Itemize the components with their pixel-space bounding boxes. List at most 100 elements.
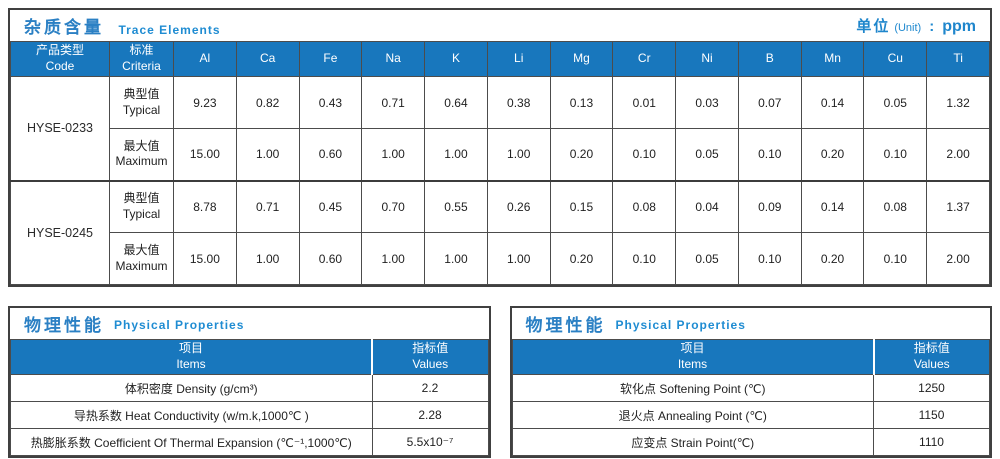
physical-title-en: Physical Properties xyxy=(615,317,746,332)
values-column-header: 指标值 Values xyxy=(371,339,489,375)
value-cell: 0.15 xyxy=(549,179,614,233)
items-column-header: 项目 Items xyxy=(10,339,373,375)
trace-title-group: 杂质含量 Trace Elements xyxy=(24,13,221,38)
value-cell: 15.00 xyxy=(173,232,237,285)
table-row: 热膨胀系数 Coefficient Of Thermal Expansion (… xyxy=(10,428,489,456)
value-cell: 2.28 xyxy=(371,401,489,429)
product-code-cell: HYSE-0233 xyxy=(10,76,110,181)
value-cell: 1250 xyxy=(873,374,990,402)
values-header-en: Values xyxy=(412,357,449,371)
value-cell: 0.82 xyxy=(235,76,300,129)
value-cell: 1.00 xyxy=(424,232,488,285)
element-column-header: Cu xyxy=(863,41,928,77)
physical-properties-table: 项目 Items 指标值 Values 软化点 Softening Point … xyxy=(511,339,990,456)
value-cell: 0.14 xyxy=(800,179,865,233)
value-cell: 5.5x10⁻⁷ xyxy=(371,428,489,456)
item-cell: 软化点 Softening Point (℃) xyxy=(511,374,874,402)
value-cell: 0.60 xyxy=(298,128,363,181)
value-cell: 0.08 xyxy=(612,179,677,233)
values-header-zh: 指标值 xyxy=(412,341,449,356)
value-cell: 0.26 xyxy=(486,179,551,233)
physical-title-bar: 物理性能 Physical Properties xyxy=(10,308,489,339)
element-column-header: Ca xyxy=(235,41,300,77)
value-cell: 0.64 xyxy=(424,76,488,129)
element-column-header: Li xyxy=(486,41,551,77)
unit-label-paren: (Unit) xyxy=(894,22,922,34)
item-cell: 退火点 Annealing Point (℃) xyxy=(511,401,874,429)
trace-title-zh: 杂质含量 xyxy=(24,18,104,37)
criteria-label-zh: 最大值 xyxy=(123,242,160,257)
criteria-label-zh: 最大值 xyxy=(123,138,160,153)
value-cell: 2.2 xyxy=(371,374,489,402)
code-header-en: Code xyxy=(45,59,75,73)
value-cell: 15.00 xyxy=(173,128,237,181)
criteria-header-zh: 标准 xyxy=(129,43,154,58)
physical-title-zh: 物理性能 xyxy=(525,316,606,335)
value-cell: 1.32 xyxy=(926,76,990,129)
items-header-zh: 项目 xyxy=(178,341,203,356)
items-header-en: Items xyxy=(176,357,206,371)
values-header-zh: 指标值 xyxy=(913,341,950,356)
element-column-header: K xyxy=(424,41,488,77)
value-cell: 0.60 xyxy=(298,232,363,285)
value-cell: 8.78 xyxy=(173,179,237,233)
value-cell: 0.20 xyxy=(549,128,614,181)
physical-header-row: 项目 Items 指标值 Values xyxy=(511,339,990,375)
value-cell: 1110 xyxy=(873,428,990,456)
physical-properties-table: 项目 Items 指标值 Values 体积密度 Density (g/cm³)… xyxy=(10,339,489,456)
value-cell: 0.20 xyxy=(800,128,865,181)
element-column-header: Mg xyxy=(549,41,614,77)
criteria-label-en: Maximum xyxy=(115,258,168,273)
value-cell: 0.09 xyxy=(737,179,802,233)
value-cell: 1.00 xyxy=(235,232,300,285)
criteria-cell: 最大值 Maximum xyxy=(109,232,174,285)
value-cell: 1.37 xyxy=(926,179,990,233)
criteria-label-en: Maximum xyxy=(115,154,168,169)
criteria-header-en: Criteria xyxy=(122,59,161,73)
value-cell: 0.20 xyxy=(800,232,865,285)
values-column-header: 指标值 Values xyxy=(872,339,990,375)
trace-title-bar: 杂质含量 Trace Elements 单位 (Unit) : ppm xyxy=(10,10,990,41)
value-cell: 0.14 xyxy=(800,76,865,129)
value-cell: 0.05 xyxy=(675,232,739,285)
physical-title-zh: 物理性能 xyxy=(24,316,104,335)
trace-header-row: 产品类型 Code 标准 Criteria Al Ca Fe Na K Li Mg Cr Ni B… xyxy=(10,41,990,77)
element-column-header: Ti xyxy=(926,41,990,77)
physical-properties-row: 物理性能 Physical Properties 项目 Items 指标值 Va… xyxy=(8,306,992,458)
element-column-header: Fe xyxy=(298,41,363,77)
product-code-cell: HYSE-0245 xyxy=(10,179,110,285)
value-cell: 1.00 xyxy=(235,128,300,181)
trace-elements-section: 杂质含量 Trace Elements 单位 (Unit) : ppm 产品类型… xyxy=(8,8,992,287)
value-cell: 0.10 xyxy=(737,128,802,181)
criteria-cell: 典型值 Typical xyxy=(109,76,174,129)
criteria-cell: 最大值 Maximum xyxy=(109,128,174,181)
criteria-column-header: 标准 Criteria xyxy=(109,41,174,77)
value-cell: 1.00 xyxy=(361,128,426,181)
element-column-header: Al xyxy=(173,41,237,77)
table-row-typical: HYSE-0233 典型值 Typical 9.23 0.82 0.43 0.71 0.… xyxy=(10,76,990,181)
code-header-zh: 产品类型 xyxy=(35,43,84,58)
table-row: 体积密度 Density (g/cm³) 2.2 xyxy=(10,374,489,402)
value-cell: 0.08 xyxy=(863,179,928,233)
table-row: 应变点 Strain Point(℃) 1110 xyxy=(511,428,990,456)
item-cell: 体积密度 Density (g/cm³) xyxy=(10,374,373,402)
value-cell: 0.10 xyxy=(612,128,677,181)
code-column-header: 产品类型 Code xyxy=(10,41,110,77)
value-cell: 0.45 xyxy=(298,179,363,233)
value-cell: 0.10 xyxy=(863,128,928,181)
unit-label-zh: 单位 xyxy=(856,18,891,35)
value-cell: 0.10 xyxy=(737,232,802,285)
item-cell: 热膨胀系数 Coefficient Of Thermal Expansion (… xyxy=(10,428,373,456)
value-cell: 0.38 xyxy=(486,76,551,129)
table-row: 软化点 Softening Point (℃) 1250 xyxy=(511,374,990,402)
value-cell: 0.55 xyxy=(424,179,488,233)
unit-colon: : xyxy=(929,18,935,35)
value-cell: 0.10 xyxy=(612,232,677,285)
criteria-cell: 典型值 Typical xyxy=(109,179,174,233)
value-cell: 0.05 xyxy=(675,128,739,181)
value-cell: 2.00 xyxy=(926,128,990,181)
criteria-label-zh: 典型值 xyxy=(123,86,160,101)
physical-properties-section-right: 物理性能 Physical Properties 项目 Items 指标值 Va… xyxy=(509,306,992,458)
value-cell: 0.04 xyxy=(675,179,739,233)
value-cell: 0.20 xyxy=(549,232,614,285)
